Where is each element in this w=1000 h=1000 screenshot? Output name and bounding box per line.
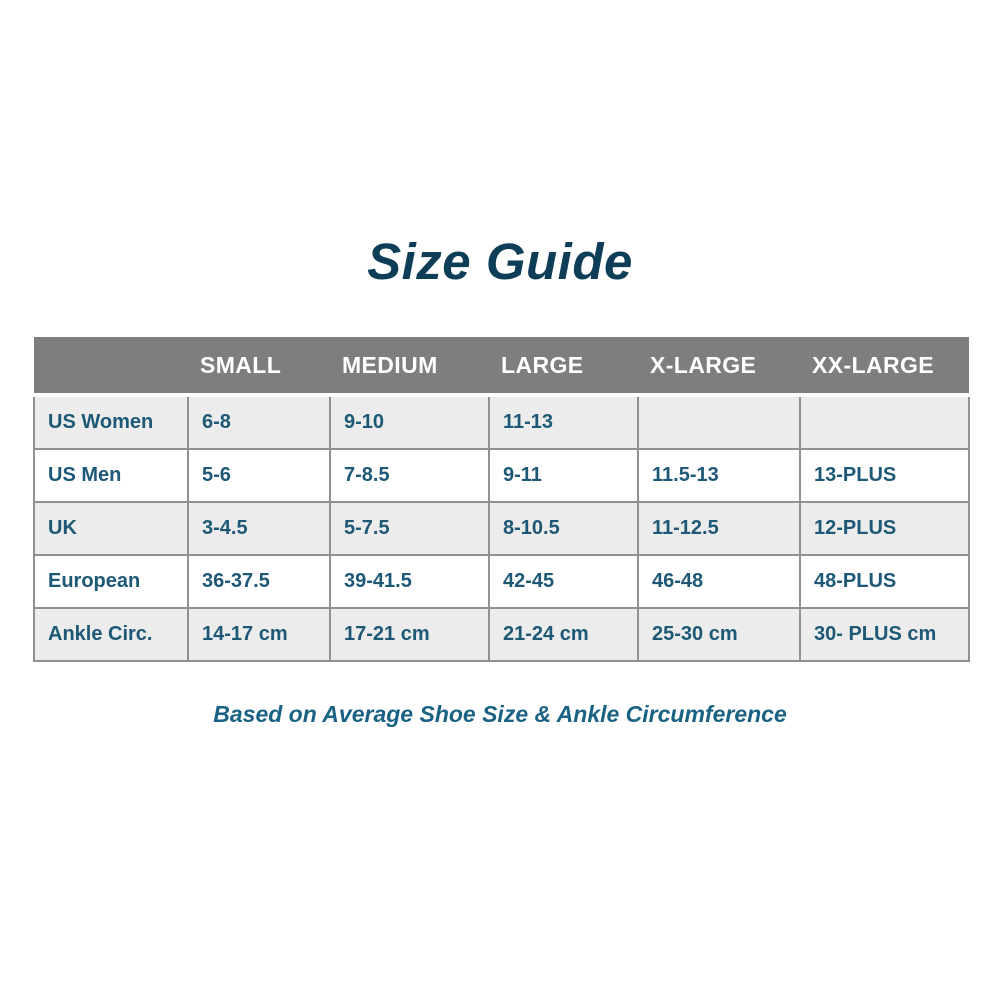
page-title: Size Guide [367, 233, 633, 290]
size-value-cell: 11-13 [488, 394, 639, 450]
table-row-ankle-circ: Ankle Circ. 14-17 cm 17-21 cm 21-24 cm 2… [33, 607, 970, 662]
size-guide-table: SMALL MEDIUM LARGE X-LARGE XX-LARGE US W… [33, 337, 970, 662]
size-value-cell: 7-8.5 [329, 448, 490, 503]
size-value-cell: 30- PLUS cm [799, 607, 970, 662]
row-label-cell: UK [33, 501, 189, 556]
size-value-cell [637, 394, 801, 450]
size-value-cell: 14-17 cm [187, 607, 331, 662]
table-row-european: European 36-37.5 39-41.5 42-45 46-48 48-… [33, 554, 970, 609]
table-header-row: SMALL MEDIUM LARGE X-LARGE XX-LARGE [34, 337, 969, 397]
column-header-xx-large: XX-LARGE [800, 337, 969, 397]
size-value-cell: 39-41.5 [329, 554, 490, 609]
row-label-cell: Ankle Circ. [33, 607, 189, 662]
table-row-us-women: US Women 6-8 9-10 11-13 [33, 394, 970, 450]
size-value-cell: 11.5-13 [637, 448, 801, 503]
size-value-cell: 3-4.5 [187, 501, 331, 556]
size-value-cell: 6-8 [187, 394, 331, 450]
column-header-medium: MEDIUM [330, 337, 489, 397]
size-value-cell: 5-7.5 [329, 501, 490, 556]
row-label-cell: European [33, 554, 189, 609]
size-value-cell: 17-21 cm [329, 607, 490, 662]
column-header-small: SMALL [188, 337, 330, 397]
size-value-cell: 12-PLUS [799, 501, 970, 556]
column-header-large: LARGE [489, 337, 638, 397]
table-row-uk: UK 3-4.5 5-7.5 8-10.5 11-12.5 12-PLUS [33, 501, 970, 556]
size-value-cell: 36-37.5 [187, 554, 331, 609]
size-value-cell: 42-45 [488, 554, 639, 609]
size-value-cell [799, 394, 970, 450]
size-value-cell: 9-11 [488, 448, 639, 503]
row-label-cell: US Women [33, 394, 189, 450]
table-row-us-men: US Men 5-6 7-8.5 9-11 11.5-13 13-PLUS [33, 448, 970, 503]
size-value-cell: 48-PLUS [799, 554, 970, 609]
size-value-cell: 8-10.5 [488, 501, 639, 556]
corner-header-cell [34, 337, 188, 397]
size-value-cell: 13-PLUS [799, 448, 970, 503]
size-value-cell: 21-24 cm [488, 607, 639, 662]
size-value-cell: 25-30 cm [637, 607, 801, 662]
table-footnote: Based on Average Shoe Size & Ankle Circu… [213, 701, 787, 727]
column-header-x-large: X-LARGE [638, 337, 800, 397]
size-value-cell: 5-6 [187, 448, 331, 503]
size-value-cell: 46-48 [637, 554, 801, 609]
row-label-cell: US Men [33, 448, 189, 503]
size-value-cell: 9-10 [329, 394, 490, 450]
size-value-cell: 11-12.5 [637, 501, 801, 556]
